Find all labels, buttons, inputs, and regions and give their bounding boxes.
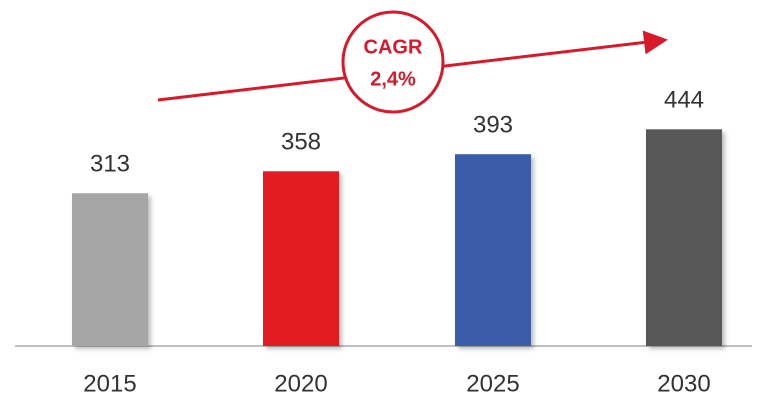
x-tick-label: 2015 <box>83 370 136 397</box>
bar <box>263 171 339 346</box>
bar <box>455 154 531 346</box>
bar <box>72 193 148 346</box>
value-label: 313 <box>90 151 130 178</box>
annotation: CAGR <box>364 36 423 58</box>
value-label: 358 <box>281 129 321 156</box>
value-label: 444 <box>664 87 704 114</box>
bar <box>646 129 722 346</box>
x-tick-label: 2025 <box>466 370 519 397</box>
value-label: 393 <box>473 112 513 139</box>
x-tick-label: 2030 <box>657 370 710 397</box>
x-tick-label: 2020 <box>274 370 327 397</box>
cagr-circle <box>341 10 445 114</box>
annotation: 2,4% <box>370 68 416 90</box>
